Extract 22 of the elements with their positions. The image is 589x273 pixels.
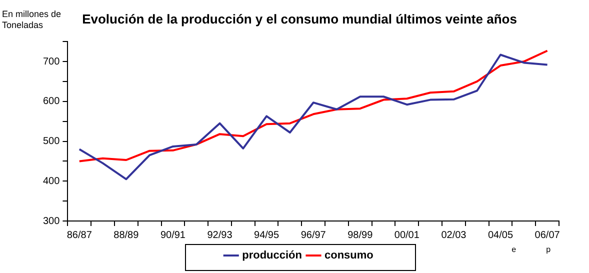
- y-tick-label: 400: [42, 176, 60, 187]
- text: p: [546, 245, 552, 254]
- y-tick-label: 600: [42, 96, 60, 108]
- x-tick-label: 06/07: [534, 230, 560, 241]
- y-tick-label: 500: [42, 136, 60, 148]
- x-tick-label: 98/99: [348, 230, 374, 241]
- x-tick-label: 88/89: [114, 230, 140, 241]
- x-tick-label: 02/03: [441, 230, 467, 241]
- text: e: [512, 245, 517, 254]
- chart-title: Evolución de la producción y el consumo mundial últimos veinte años: [82, 11, 517, 26]
- x-tick-label: 92/93: [207, 230, 233, 241]
- x-tick-label: 86/87: [66, 230, 92, 241]
- x-tick-label: 00/01: [394, 230, 420, 241]
- legend-label: consumo: [324, 250, 374, 262]
- x-tick-label: 96/97: [300, 230, 326, 241]
- x-tick-label: 90/91: [160, 230, 186, 241]
- legend-label: producción: [242, 250, 302, 262]
- y-tick-label: 700: [42, 56, 60, 68]
- x-tick-label: 04/05: [488, 230, 514, 241]
- y-axis-title: En millones de Toneladas: [2, 8, 62, 30]
- y-tick-label: 300: [42, 216, 60, 227]
- x-tick-label: 94/95: [254, 230, 280, 241]
